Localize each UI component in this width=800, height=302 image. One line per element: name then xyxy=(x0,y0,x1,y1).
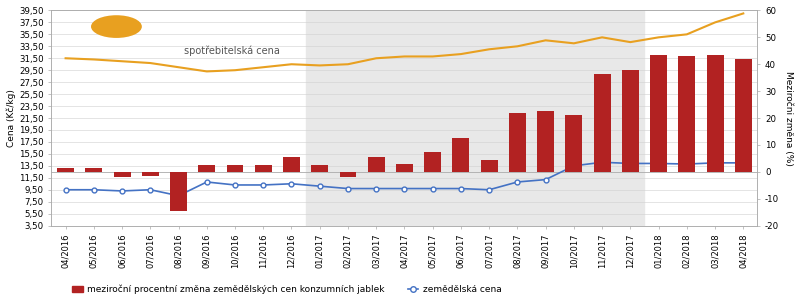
Bar xyxy=(254,165,272,172)
Bar xyxy=(566,115,582,172)
Bar xyxy=(735,59,752,172)
Bar xyxy=(142,172,158,176)
Bar xyxy=(509,113,526,172)
Bar xyxy=(594,74,610,172)
Bar xyxy=(226,165,243,172)
Bar xyxy=(622,70,639,172)
Bar xyxy=(57,168,74,172)
Bar xyxy=(481,160,498,172)
Bar xyxy=(170,172,187,211)
Ellipse shape xyxy=(91,15,142,38)
Bar xyxy=(311,165,328,172)
Bar xyxy=(424,152,441,172)
Y-axis label: Cena (Kč/kg): Cena (Kč/kg) xyxy=(7,89,17,147)
Y-axis label: Meziročni změna (%): Meziročni změna (%) xyxy=(784,71,793,165)
Bar xyxy=(650,55,667,172)
Bar xyxy=(537,111,554,172)
Text: spotřebitelská cena: spotřebitelská cena xyxy=(184,45,280,56)
Bar xyxy=(678,56,695,172)
Bar xyxy=(86,168,102,172)
Bar xyxy=(368,157,385,172)
Bar xyxy=(339,172,357,177)
Legend: meziroční procentní změna zemědělských cen konzumních jablek, zemědělská cena: meziroční procentní změna zemědělských c… xyxy=(69,281,506,297)
Bar xyxy=(114,172,130,177)
Bar xyxy=(706,55,723,172)
Bar xyxy=(453,138,470,172)
Bar xyxy=(198,165,215,172)
Bar xyxy=(306,11,645,226)
Bar xyxy=(283,157,300,172)
Bar xyxy=(396,164,413,172)
